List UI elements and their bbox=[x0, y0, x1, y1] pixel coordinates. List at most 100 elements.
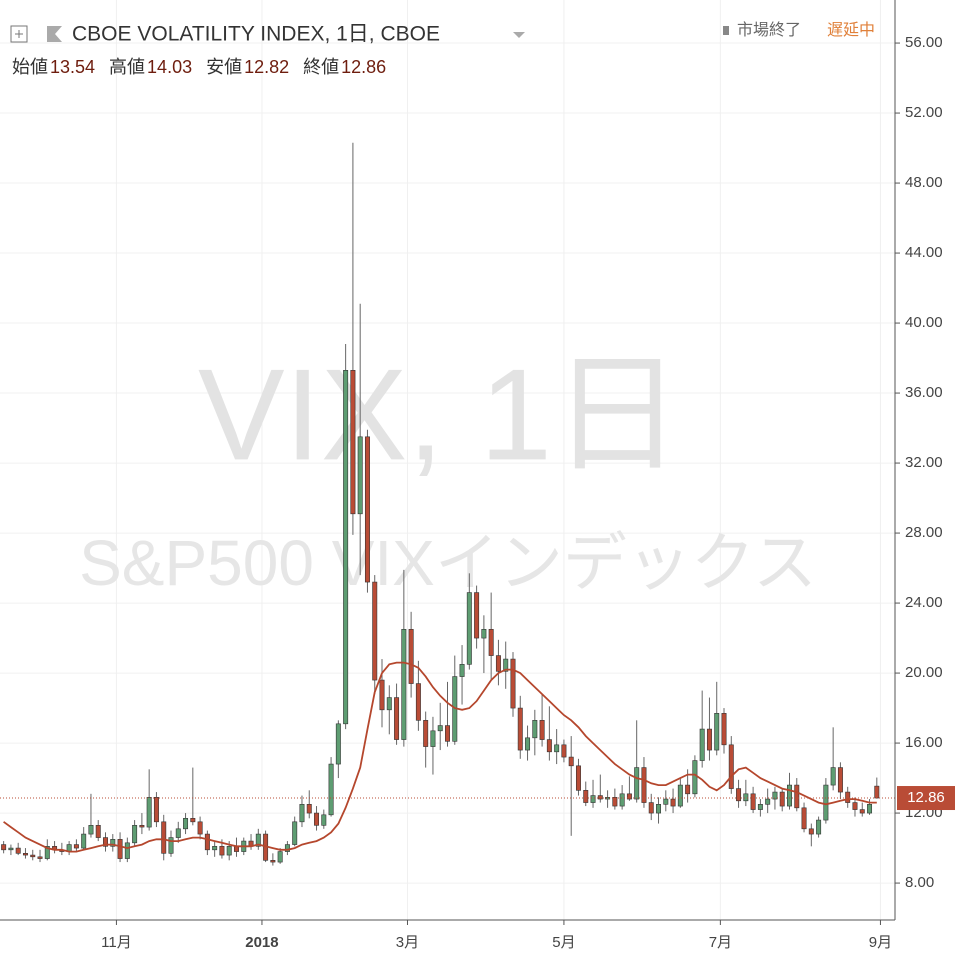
candle-body bbox=[415, 683, 421, 721]
candle-body bbox=[8, 847, 14, 851]
ohlc-value: 13.54 bbox=[50, 57, 95, 77]
plot bbox=[0, 142, 895, 866]
candle-body bbox=[575, 765, 581, 791]
x-tick-label: 11月 bbox=[101, 934, 132, 951]
y-tick-label: 28.00 bbox=[905, 524, 943, 541]
candle-body bbox=[190, 818, 196, 823]
candle-body bbox=[386, 697, 392, 711]
candle-body bbox=[685, 784, 691, 795]
candle-body bbox=[37, 856, 43, 859]
candle-body bbox=[779, 791, 785, 807]
candle-body bbox=[503, 658, 509, 672]
x-tick-label: 7月 bbox=[709, 934, 732, 951]
candle-body bbox=[117, 839, 123, 859]
candle-body bbox=[423, 720, 429, 747]
candle-body bbox=[15, 847, 21, 854]
candle-body bbox=[532, 720, 538, 739]
y-tick-label: 32.00 bbox=[905, 454, 943, 471]
candle-body bbox=[270, 860, 276, 863]
candle-body bbox=[699, 728, 705, 761]
candle-body bbox=[1, 844, 7, 851]
candle-body bbox=[73, 844, 79, 849]
candle-body bbox=[466, 592, 472, 665]
watermark: VIX, 1日 bbox=[198, 341, 682, 487]
delay-status: 遅延中 bbox=[827, 21, 875, 39]
status-icon bbox=[723, 26, 729, 35]
candle-body bbox=[801, 807, 807, 830]
candle-body bbox=[743, 793, 749, 802]
chart-title[interactable]: CBOE VOLATILITY INDEX, 1日, CBOE bbox=[72, 23, 440, 46]
candle-body bbox=[255, 833, 261, 847]
candle-body bbox=[583, 790, 589, 803]
candle-body bbox=[546, 739, 552, 753]
candle-body bbox=[335, 723, 341, 765]
candle-body bbox=[728, 744, 734, 789]
candle-body bbox=[837, 767, 843, 793]
x-tick-label: 3月 bbox=[396, 934, 419, 951]
candle-body bbox=[306, 804, 312, 814]
y-tick-label: 56.00 bbox=[905, 34, 943, 51]
candle-body bbox=[81, 833, 87, 849]
candle-body bbox=[161, 821, 167, 854]
candle-body bbox=[772, 791, 778, 800]
candle-body bbox=[750, 793, 756, 810]
candle-body bbox=[103, 837, 108, 847]
y-tick-label: 16.00 bbox=[905, 734, 943, 751]
ohlc-label: 安値 bbox=[206, 57, 242, 77]
candle-body bbox=[721, 713, 727, 746]
candle-body bbox=[525, 737, 531, 751]
candle-body bbox=[408, 629, 414, 684]
candle-body bbox=[510, 658, 516, 709]
flag-icon bbox=[47, 26, 62, 42]
candle-body bbox=[648, 802, 654, 814]
candle-body bbox=[612, 797, 618, 807]
ohlc-value: 12.86 bbox=[341, 57, 386, 77]
x-tick-label: 5月 bbox=[552, 934, 575, 951]
candle-body bbox=[364, 436, 370, 583]
x-tick-label: 9月 bbox=[869, 934, 892, 951]
candle-body bbox=[677, 784, 683, 807]
candle-body bbox=[95, 825, 101, 838]
candle-body bbox=[706, 728, 712, 751]
candle-body bbox=[670, 798, 676, 807]
candle-body bbox=[153, 797, 159, 823]
candle-body bbox=[314, 812, 320, 826]
dropdown-icon[interactable] bbox=[513, 32, 525, 38]
candle-body bbox=[226, 846, 232, 856]
expand-icon[interactable] bbox=[10, 25, 28, 43]
ohlc-value: 14.03 bbox=[147, 57, 192, 77]
candle-body bbox=[350, 370, 356, 515]
candle-body bbox=[619, 793, 625, 807]
candle-body bbox=[197, 821, 203, 835]
candle-body bbox=[692, 760, 698, 795]
candle-body bbox=[488, 629, 494, 656]
candle-body bbox=[110, 839, 116, 847]
candle-body bbox=[852, 802, 858, 810]
candle-body bbox=[372, 581, 378, 681]
candle-body bbox=[88, 825, 94, 835]
candle-body bbox=[736, 788, 742, 802]
y-tick-label: 24.00 bbox=[905, 594, 943, 611]
y-tick-label: 44.00 bbox=[905, 244, 943, 261]
candle-body bbox=[794, 784, 800, 809]
candle-body bbox=[379, 679, 385, 711]
candle-body bbox=[867, 804, 873, 814]
y-tick-label: 40.00 bbox=[905, 314, 943, 331]
y-tick-label: 36.00 bbox=[905, 384, 943, 401]
candle-body bbox=[22, 853, 28, 856]
ohlc-label: 高値 bbox=[109, 57, 145, 77]
candle-body bbox=[634, 767, 640, 800]
candle-body bbox=[757, 804, 763, 810]
candle-body bbox=[597, 795, 603, 800]
candle-body bbox=[212, 846, 218, 851]
candle-body bbox=[641, 767, 647, 803]
candle-body bbox=[183, 818, 189, 830]
watermark: S&P500 VIXインデックス bbox=[79, 527, 817, 599]
candle-body bbox=[459, 664, 465, 677]
candle-body bbox=[219, 846, 225, 856]
candle-body bbox=[357, 436, 363, 515]
candle-body bbox=[124, 842, 130, 859]
candle-body bbox=[663, 798, 669, 805]
candle-body bbox=[343, 370, 349, 725]
candle-body bbox=[292, 821, 298, 845]
